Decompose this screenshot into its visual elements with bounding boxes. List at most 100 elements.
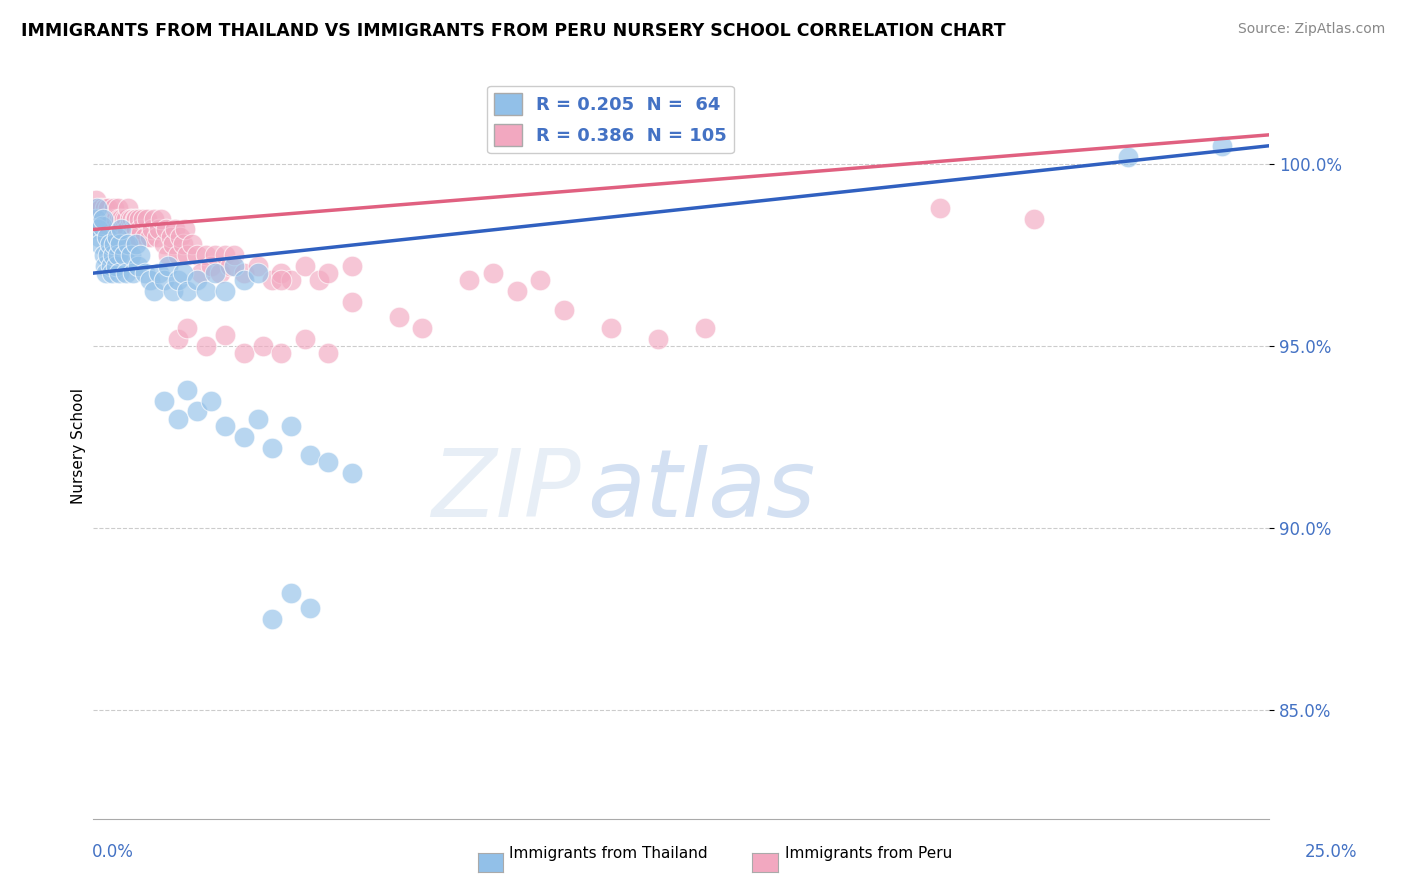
Point bbox=[294, 259, 316, 273]
Point bbox=[100, 259, 122, 273]
Point bbox=[195, 285, 218, 299]
Point bbox=[94, 259, 117, 273]
Point bbox=[86, 204, 108, 219]
Point bbox=[152, 237, 174, 252]
Point bbox=[125, 211, 148, 226]
Point bbox=[101, 222, 124, 236]
Point bbox=[165, 222, 187, 236]
Point bbox=[176, 285, 198, 299]
Point bbox=[101, 266, 124, 280]
Text: IMMIGRANTS FROM THAILAND VS IMMIGRANTS FROM PERU NURSERY SCHOOL CORRELATION CHAR: IMMIGRANTS FROM THAILAND VS IMMIGRANTS F… bbox=[21, 22, 1005, 40]
Point bbox=[200, 259, 222, 273]
Point bbox=[124, 211, 146, 226]
Point bbox=[141, 222, 163, 236]
Point bbox=[145, 229, 167, 244]
Point bbox=[218, 259, 240, 273]
Point bbox=[195, 248, 218, 262]
Point bbox=[94, 201, 117, 215]
Point bbox=[96, 266, 118, 280]
Point bbox=[150, 211, 173, 226]
Point bbox=[280, 586, 302, 600]
Point bbox=[318, 266, 340, 280]
Point bbox=[138, 229, 160, 244]
Point bbox=[89, 237, 111, 252]
Point bbox=[232, 430, 254, 444]
Point bbox=[298, 448, 321, 462]
Point bbox=[1211, 138, 1233, 153]
Point bbox=[89, 222, 111, 236]
Y-axis label: Nursery School: Nursery School bbox=[72, 388, 86, 504]
Text: Immigrants from Peru: Immigrants from Peru bbox=[785, 846, 952, 861]
Point bbox=[181, 237, 204, 252]
Point bbox=[318, 455, 340, 469]
Point bbox=[87, 211, 110, 226]
Point bbox=[308, 273, 330, 287]
Point bbox=[224, 248, 246, 262]
Point bbox=[104, 259, 127, 273]
Point bbox=[186, 248, 208, 262]
Point bbox=[176, 383, 198, 397]
Point bbox=[166, 248, 188, 262]
Point bbox=[108, 211, 131, 226]
Text: Source: ZipAtlas.com: Source: ZipAtlas.com bbox=[1237, 22, 1385, 37]
Point bbox=[91, 211, 114, 226]
Point bbox=[121, 211, 143, 226]
Point bbox=[166, 332, 188, 346]
Point bbox=[186, 273, 208, 287]
Point bbox=[553, 302, 575, 317]
Point bbox=[260, 273, 283, 287]
Point bbox=[458, 273, 481, 287]
Point bbox=[120, 248, 142, 262]
Point bbox=[152, 393, 174, 408]
Point bbox=[529, 273, 551, 287]
Point bbox=[200, 393, 222, 408]
Point bbox=[129, 248, 152, 262]
Point bbox=[340, 259, 363, 273]
Point bbox=[105, 229, 128, 244]
Point bbox=[190, 266, 212, 280]
Point bbox=[112, 248, 135, 262]
Point bbox=[599, 320, 621, 334]
Point bbox=[232, 266, 254, 280]
Point bbox=[129, 222, 152, 236]
Point bbox=[195, 339, 218, 353]
Point bbox=[647, 332, 669, 346]
Text: ZIP: ZIP bbox=[432, 445, 581, 536]
Point bbox=[98, 211, 121, 226]
Point bbox=[157, 259, 180, 273]
Point bbox=[148, 222, 170, 236]
Point bbox=[124, 222, 146, 236]
Point bbox=[152, 273, 174, 287]
Point bbox=[280, 273, 302, 287]
Point bbox=[340, 467, 363, 481]
Point bbox=[214, 419, 236, 434]
Point bbox=[232, 346, 254, 360]
Point bbox=[93, 248, 115, 262]
Point bbox=[280, 419, 302, 434]
Point bbox=[87, 219, 110, 233]
Point bbox=[115, 211, 138, 226]
Point bbox=[159, 229, 181, 244]
Point bbox=[388, 310, 411, 324]
Point bbox=[93, 222, 115, 236]
Point bbox=[124, 237, 146, 252]
Point bbox=[117, 237, 139, 252]
Point bbox=[166, 411, 188, 425]
Point bbox=[1022, 211, 1045, 226]
Point bbox=[246, 411, 269, 425]
Point bbox=[110, 211, 132, 226]
Point bbox=[96, 222, 118, 236]
Point bbox=[928, 201, 950, 215]
Point bbox=[105, 222, 128, 236]
Point bbox=[103, 201, 125, 215]
Point bbox=[224, 259, 246, 273]
Point bbox=[83, 201, 105, 215]
Point bbox=[96, 211, 118, 226]
Point bbox=[96, 229, 118, 244]
Point bbox=[118, 211, 141, 226]
Point bbox=[138, 273, 160, 287]
Point bbox=[340, 295, 363, 310]
Point bbox=[107, 248, 129, 262]
Point bbox=[246, 266, 269, 280]
Point bbox=[294, 332, 316, 346]
